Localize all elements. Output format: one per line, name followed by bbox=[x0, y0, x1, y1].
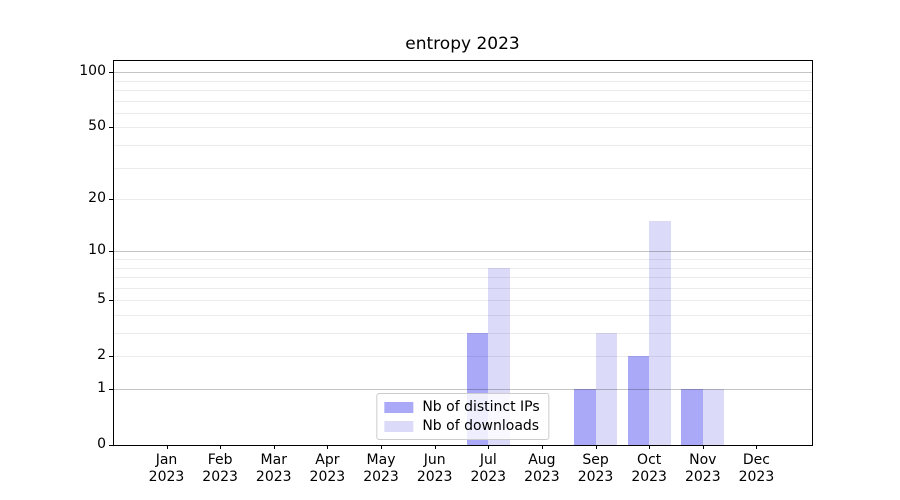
x-tick-mark bbox=[381, 445, 383, 449]
x-tick-mark bbox=[756, 445, 758, 449]
bar-distinct-ips-sep bbox=[574, 389, 596, 445]
x-tick-mark bbox=[273, 445, 275, 449]
y-tick-mark bbox=[109, 251, 113, 253]
gridline-major bbox=[114, 72, 812, 74]
y-tick-mark bbox=[109, 199, 113, 201]
y-tick-mark bbox=[109, 445, 113, 446]
x-tick-mark bbox=[595, 445, 597, 449]
legend-item: Nb of distinct IPs bbox=[384, 399, 540, 415]
x-tick-mark bbox=[166, 445, 168, 449]
gridline-minor bbox=[114, 287, 812, 289]
gridline-minor bbox=[114, 314, 812, 316]
x-tick-label: Feb 2023 bbox=[202, 452, 238, 485]
x-tick-mark bbox=[488, 445, 490, 449]
x-tick-mark bbox=[702, 445, 704, 449]
gridline-minor bbox=[114, 199, 812, 201]
gridline-minor bbox=[114, 100, 812, 102]
x-tick-mark bbox=[434, 445, 436, 449]
legend-swatch-icon bbox=[384, 420, 414, 432]
legend-label: Nb of downloads bbox=[422, 418, 540, 434]
x-tick-label: Dec 2023 bbox=[738, 452, 775, 485]
x-tick-label: Sep 2023 bbox=[577, 452, 614, 485]
gridline-minor bbox=[114, 80, 812, 82]
legend-item: Nb of downloads bbox=[384, 418, 539, 434]
gridline-minor bbox=[114, 333, 812, 334]
x-tick-mark bbox=[327, 445, 329, 449]
gridline-minor bbox=[114, 300, 812, 302]
y-tick-label: 10 bbox=[88, 242, 106, 259]
gridline-minor bbox=[114, 277, 812, 279]
x-tick-label: Jul 2023 bbox=[470, 452, 507, 485]
gridline-minor bbox=[114, 90, 812, 91]
y-tick-label: 0 bbox=[97, 436, 106, 452]
y-tick-label: 50 bbox=[88, 118, 106, 135]
y-tick-mark bbox=[109, 300, 113, 302]
legend: Nb of distinct IPs Nb of downloads bbox=[376, 393, 550, 440]
y-tick-mark bbox=[109, 389, 113, 390]
gridline-minor bbox=[114, 267, 812, 269]
bar-distinct-ips-oct bbox=[627, 356, 650, 445]
y-tick-label: 1 bbox=[97, 380, 106, 396]
y-tick-label: 100 bbox=[79, 63, 106, 80]
gridline-minor bbox=[114, 127, 812, 129]
x-tick-label: Mar 2023 bbox=[255, 452, 292, 485]
bar-downloads-sep bbox=[595, 333, 618, 445]
legend-label: Nb of distinct IPs bbox=[422, 399, 540, 415]
x-tick-mark bbox=[220, 445, 222, 449]
bar-downloads-nov bbox=[702, 389, 725, 445]
x-tick-mark bbox=[649, 445, 651, 449]
gridline-minor bbox=[114, 258, 812, 260]
x-tick-label: Jan 2023 bbox=[148, 452, 185, 485]
bar-distinct-ips-nov bbox=[681, 389, 703, 445]
bar-downloads-oct bbox=[649, 221, 671, 445]
y-tick-mark bbox=[109, 356, 113, 358]
gridline-minor bbox=[114, 356, 812, 358]
x-tick-label: Apr 2023 bbox=[309, 452, 346, 485]
gridline-major bbox=[114, 251, 812, 253]
gridline-minor bbox=[114, 112, 812, 114]
gridline-minor bbox=[114, 145, 812, 146]
x-tick-label: Nov 2023 bbox=[684, 452, 721, 485]
x-tick-label: Jun 2023 bbox=[416, 452, 453, 485]
x-tick-mark bbox=[541, 445, 543, 449]
y-tick-label: 2 bbox=[97, 347, 106, 364]
chart-title: entropy 2023 bbox=[405, 34, 520, 54]
x-tick-label: Oct 2023 bbox=[631, 452, 667, 485]
y-tick-label: 5 bbox=[97, 291, 106, 308]
y-tick-mark bbox=[109, 127, 113, 129]
y-tick-mark bbox=[109, 72, 113, 74]
x-tick-label: May 2023 bbox=[363, 452, 399, 485]
gridline-major bbox=[114, 389, 812, 390]
plot-area: 0 1 2 5 10 20 50 100 Jan 2023 Feb 2023 Mar 2023 Apr… bbox=[79, 60, 813, 485]
y-tick-label: 20 bbox=[88, 190, 106, 207]
legend-swatch-icon bbox=[384, 401, 414, 413]
x-tick-label: Aug 2023 bbox=[524, 452, 560, 485]
gridline-minor bbox=[114, 167, 812, 169]
